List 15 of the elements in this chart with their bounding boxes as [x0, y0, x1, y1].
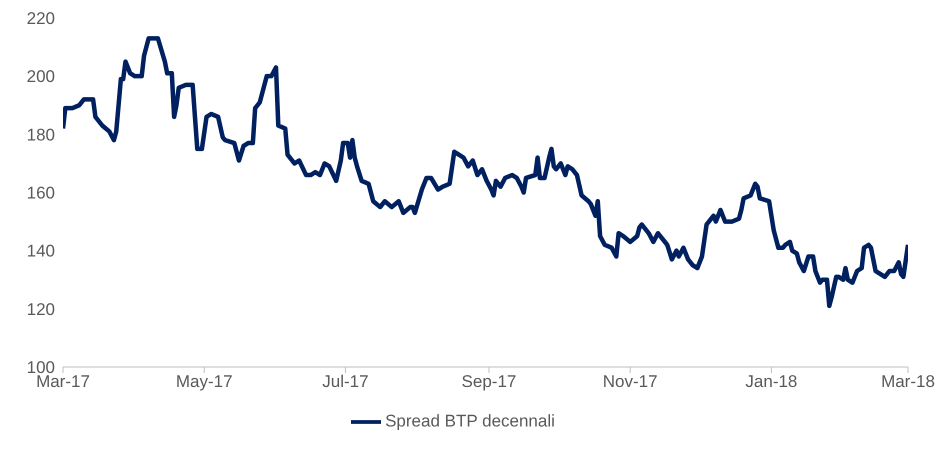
x-tick-label: Mar-17 [36, 372, 90, 392]
x-tick-label: Nov-17 [602, 372, 658, 392]
y-tick-label: 120 [26, 300, 55, 319]
x-tick-label: Mar-18 [881, 372, 935, 392]
y-tick-label: 180 [26, 125, 55, 144]
line-series [63, 36, 908, 308]
y-tick-label: 160 [26, 184, 55, 203]
y-tick-label: 220 [26, 9, 55, 28]
y-tick-label: 200 [26, 67, 55, 86]
legend-label: Spread BTP decennali [385, 411, 555, 430]
x-tick-label: Jan-18 [745, 372, 798, 392]
y-tick-label: 140 [26, 242, 55, 261]
x-tick-label: Jul-17 [322, 372, 369, 392]
x-tick-label: May-17 [176, 372, 233, 392]
x-tick-label: Sep-17 [462, 372, 516, 392]
